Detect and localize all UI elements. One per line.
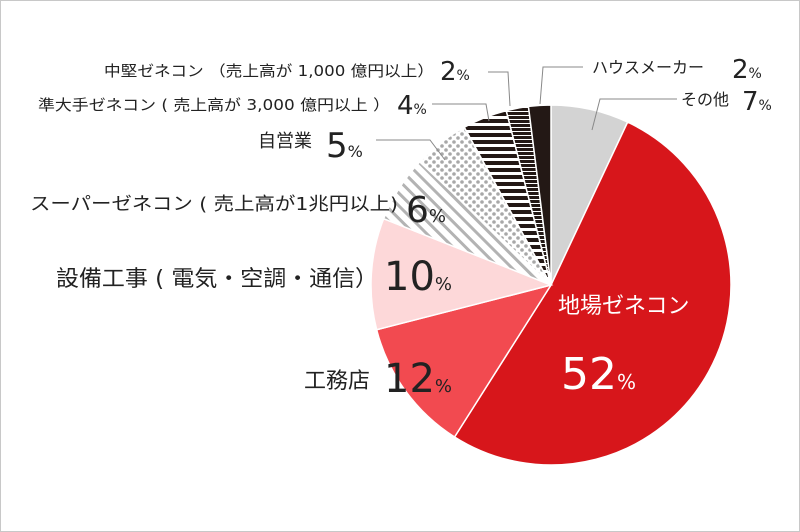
label-jieigyo-number: 5 xyxy=(326,126,348,166)
label-super-name: スーパーゼネコン ( 売上高が1兆円以上) xyxy=(30,194,398,215)
label-koumuten-percent: % xyxy=(435,376,452,397)
label-super-percent: % xyxy=(429,206,446,227)
label-koumuten-value: 12% xyxy=(384,356,452,402)
leader-line-sonota xyxy=(591,98,677,131)
pie-slice-8 xyxy=(527,104,552,286)
label-chuken-number: 2 xyxy=(440,57,457,87)
label-sonota-name: その他 xyxy=(681,90,729,109)
label-jiba-value: 52% xyxy=(561,349,636,400)
label-jiba-percent: % xyxy=(617,370,636,394)
label-junoote-value: 4% xyxy=(397,91,427,121)
label-junoote-percent: % xyxy=(414,102,427,118)
label-chuken-name: 中堅ゼネコン （売上高が 1,000 億円以上） xyxy=(104,62,434,80)
label-sonota-percent: % xyxy=(759,98,772,114)
leader-line-house xyxy=(539,66,583,105)
label-setsubi-percent: % xyxy=(435,274,452,295)
label-sonota-number: 7 xyxy=(742,87,759,117)
label-jieigyo-name: 自営業 xyxy=(258,131,312,152)
pie-slice-3 xyxy=(370,217,554,331)
label-jiba-number: 52 xyxy=(561,349,617,400)
label-jiba-name: 地場ゼネコン xyxy=(558,294,690,319)
label-koumuten-name: 工務店 xyxy=(304,369,370,394)
label-sonota-value: 7% xyxy=(742,87,772,117)
label-house-name: ハウスメーカー xyxy=(592,58,704,77)
label-house-percent: % xyxy=(749,66,762,82)
label-super-value: 6% xyxy=(406,190,446,231)
pie-slices xyxy=(370,104,732,466)
label-house-value: 2% xyxy=(732,55,762,85)
label-setsubi-value: 10% xyxy=(384,254,452,300)
label-super-number: 6 xyxy=(406,190,429,231)
label-chuken-percent: % xyxy=(457,68,470,84)
pie-slice-2 xyxy=(375,283,553,439)
leader-line-junoote xyxy=(432,103,490,122)
label-jieigyo-value: 5% xyxy=(326,126,363,166)
label-junoote-number: 4 xyxy=(397,91,414,121)
label-chuken-value: 2% xyxy=(440,57,470,87)
label-koumuten-number: 12 xyxy=(384,356,435,402)
label-junoote-name: 準大手ゼネコン ( 売上高が 3,000 億円以上 ） xyxy=(38,96,390,114)
label-setsubi-name: 設備工事 ( 電気・空調・通信） xyxy=(56,267,378,292)
leader-line-chuken xyxy=(488,71,511,107)
leader-lines xyxy=(376,66,677,161)
label-jieigyo-percent: % xyxy=(348,142,363,161)
label-setsubi-number: 10 xyxy=(384,254,435,300)
labels: 地場ゼネコン 52% 工務店 12% 設備工事 ( 電気・空調・通信） 10% … xyxy=(30,55,772,402)
pie-slice-1 xyxy=(453,121,732,466)
label-house-number: 2 xyxy=(732,55,749,85)
leader-line-jieigyo xyxy=(376,139,446,161)
